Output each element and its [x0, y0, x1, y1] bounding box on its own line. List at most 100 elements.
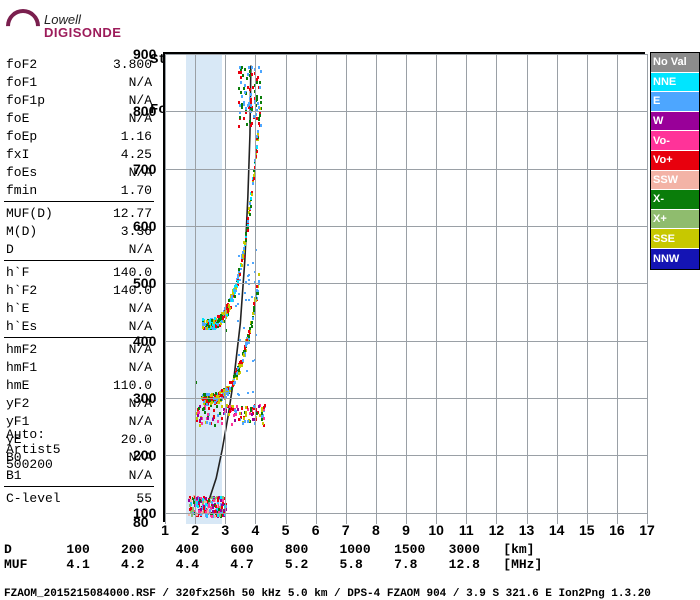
- scatter-point: [229, 405, 231, 408]
- scatter-point: [258, 273, 260, 276]
- scatter-point: [237, 303, 239, 305]
- ionogram-window: Lowell DIGISONDE Station YYYY DAY DDD HH…: [0, 0, 700, 600]
- gridline-horizontal-500: [165, 283, 647, 284]
- x-tick-1: 1: [161, 522, 169, 538]
- scatter-point: [220, 509, 222, 512]
- scatter-point: [211, 401, 213, 404]
- param-row-yf2: yF2 N/A: [4, 394, 154, 412]
- legend-item-vo[interactable]: Vo-: [651, 131, 699, 151]
- scatter-point: [189, 508, 191, 511]
- scatter-point: [242, 359, 244, 362]
- scatter-point: [252, 262, 254, 264]
- gridline-vertical-16: [617, 54, 618, 524]
- scatter-point: [256, 285, 258, 288]
- scatter-point: [251, 122, 253, 125]
- gridline-horizontal-700: [165, 169, 647, 170]
- param-value: N/A: [129, 301, 152, 316]
- param-label: foF1: [6, 75, 37, 90]
- scatter-point: [233, 414, 235, 417]
- scatter-point: [198, 407, 200, 410]
- scatter-point: [250, 409, 252, 412]
- gridline-vertical-7: [346, 54, 347, 524]
- scatter-point: [215, 392, 217, 395]
- x-tick-14: 14: [549, 522, 565, 538]
- param-row-hf2: h`F2 140.0: [4, 281, 154, 299]
- legend-item-x[interactable]: X-: [651, 190, 699, 210]
- legend-item-ssw[interactable]: SSW: [651, 171, 699, 191]
- scatter-point: [250, 197, 252, 200]
- legend-item-nne[interactable]: NNE: [651, 73, 699, 93]
- scatter-point: [238, 71, 240, 74]
- scatter-point: [260, 96, 262, 99]
- legend-item-w[interactable]: W: [651, 112, 699, 132]
- scatter-point: [239, 116, 241, 119]
- scatter-point: [243, 417, 245, 420]
- scatter-point: [237, 408, 239, 411]
- plot-area: 1 2 3 4 5 6 7 8 9 10 11 12 13 14 15 16 17 900 800 700 600 500…: [163, 52, 645, 522]
- scatter-point: [207, 413, 209, 416]
- gridline-vertical-6: [316, 54, 317, 524]
- legend-item-sse[interactable]: SSE: [651, 229, 699, 249]
- scatter-point: [257, 76, 259, 79]
- scatter-point: [252, 317, 254, 320]
- scatter-point: [218, 315, 220, 318]
- scatter-point: [258, 66, 260, 69]
- param-label: foE: [6, 111, 29, 126]
- scatter-point: [228, 304, 230, 307]
- scatter-point: [260, 101, 262, 104]
- scatter-point: [243, 250, 245, 253]
- legend-item-x[interactable]: X+: [651, 210, 699, 230]
- scatter-point: [222, 496, 224, 499]
- auto-label: Auto:: [6, 427, 61, 442]
- param-label: hmE: [6, 378, 29, 393]
- legend-item-nnw[interactable]: NNW: [651, 249, 699, 269]
- scatter-point: [236, 377, 238, 380]
- gridline-vertical-17: [647, 54, 648, 524]
- x-tick-2: 2: [191, 522, 199, 538]
- scatter-point: [243, 241, 245, 244]
- scatter-point: [244, 84, 246, 87]
- param-row-fof1p: foF1p N/A: [4, 91, 154, 109]
- scatter-point: [252, 86, 254, 89]
- scatter-point: [215, 505, 217, 508]
- scatter-point: [241, 66, 243, 69]
- scatter-point: [236, 373, 238, 375]
- scatter-point: [202, 498, 204, 501]
- scatter-point: [239, 412, 241, 415]
- legend-item-noval[interactable]: No Val: [651, 53, 699, 73]
- x-tick-12: 12: [489, 522, 505, 538]
- param-row-clevel: C-level 55: [4, 489, 154, 507]
- scatter-point: [208, 503, 210, 506]
- scatter-point: [205, 514, 207, 517]
- param-row-hme: hmE 110.0: [4, 376, 154, 394]
- scatter-point: [207, 417, 209, 420]
- scatter-point: [238, 394, 240, 396]
- param-label: h`F2: [6, 283, 37, 298]
- scatter-point: [218, 401, 220, 404]
- scatter-point: [231, 387, 233, 390]
- param-row-he: h`E N/A: [4, 299, 154, 317]
- legend-item-vo[interactable]: Vo+: [651, 151, 699, 171]
- scatter-point: [216, 405, 218, 408]
- scatter-point: [238, 293, 240, 295]
- scatter-point: [243, 117, 245, 120]
- scatter-point: [260, 124, 262, 127]
- scatter-point: [249, 88, 251, 91]
- x-tick-6: 6: [312, 522, 320, 538]
- scatter-point: [248, 299, 250, 301]
- scatter-point: [197, 505, 199, 508]
- scatter-point: [196, 501, 198, 504]
- scatter-point: [261, 412, 263, 415]
- scatter-point: [221, 394, 223, 397]
- param-row-fof1: foF1 N/A: [4, 73, 154, 91]
- color-legend: No Val NNE E W Vo- Vo+ SSW X- X+ SSE NNW: [650, 52, 700, 270]
- param-value: N/A: [129, 75, 152, 90]
- scatter-point: [245, 411, 247, 414]
- legend-item-e[interactable]: E: [651, 92, 699, 112]
- scatter-point: [214, 317, 216, 320]
- shaded-frequency-band: [186, 54, 222, 524]
- scatter-point: [231, 423, 233, 426]
- y-tick-800: 800: [133, 103, 156, 119]
- scatter-point: [251, 321, 253, 324]
- scatter-point: [217, 414, 219, 417]
